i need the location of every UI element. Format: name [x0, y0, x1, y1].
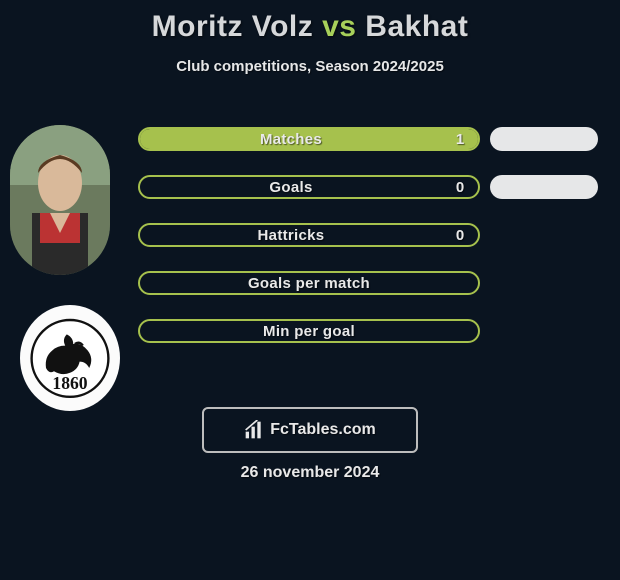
club-badge: 1860 [20, 305, 120, 411]
stat-bar-left: Hattricks0 [138, 223, 480, 247]
stats-panel: Matches1Goals0Hattricks0Goals per matchM… [138, 126, 608, 366]
stat-row: Min per goal [138, 318, 608, 344]
subtitle: Club competitions, Season 2024/2025 [0, 58, 620, 75]
stat-label: Goals [140, 179, 442, 196]
player-photo [10, 125, 110, 275]
stat-bar-left: Matches1 [138, 127, 480, 151]
stat-label: Goals per match [140, 275, 478, 292]
stat-row: Hattricks0 [138, 222, 608, 248]
stat-bar-right [490, 175, 598, 199]
footer-site-label: FcTables.com [270, 421, 376, 439]
player-photo-placeholder [10, 125, 110, 275]
title-player1: Moritz Volz [152, 10, 314, 43]
title-vs: vs [322, 10, 356, 43]
stat-value-left: 0 [442, 227, 478, 244]
stat-bar-left: Min per goal [138, 319, 480, 343]
club-badge-icon: 1860 [30, 316, 110, 401]
page-title: Moritz Volz vs Bakhat [0, 0, 620, 44]
stat-row: Goals per match [138, 270, 608, 296]
stat-label: Matches [140, 131, 442, 148]
stat-bar-left: Goals per match [138, 271, 480, 295]
footer-site-badge[interactable]: FcTables.com [202, 407, 418, 453]
club-badge-year: 1860 [52, 372, 87, 392]
footer-date: 26 november 2024 [0, 464, 620, 482]
stat-value-left: 1 [442, 131, 478, 148]
stat-row: Goals0 [138, 174, 608, 200]
stat-label: Min per goal [140, 323, 478, 340]
title-player2: Bakhat [365, 10, 468, 43]
stat-bar-right [490, 127, 598, 151]
stat-bar-left: Goals0 [138, 175, 480, 199]
stat-row: Matches1 [138, 126, 608, 152]
stat-label: Hattricks [140, 227, 442, 244]
stat-value-left: 0 [442, 179, 478, 196]
bar-chart-icon [244, 420, 264, 440]
